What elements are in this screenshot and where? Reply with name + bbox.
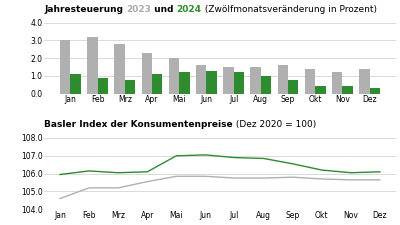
Text: 2024: 2024	[177, 4, 202, 13]
Bar	[223, 67, 234, 94]
Text: Jahresteuerung: Jahresteuerung	[44, 4, 126, 13]
Bar	[315, 86, 326, 94]
Bar	[370, 88, 380, 94]
Bar	[250, 67, 261, 94]
Bar	[87, 37, 98, 94]
Bar	[359, 69, 370, 94]
Bar	[234, 72, 244, 94]
Bar	[305, 69, 315, 94]
Text: (Zwölfmonatsveränderung in Prozent): (Zwölfmonatsveränderung in Prozent)	[202, 4, 377, 13]
Bar	[125, 80, 135, 94]
Text: und: und	[151, 4, 177, 13]
Bar	[206, 71, 217, 94]
Text: (Dez 2020 = 100): (Dez 2020 = 100)	[233, 120, 316, 129]
Bar	[288, 79, 298, 94]
Bar	[332, 72, 342, 94]
Bar	[179, 72, 190, 94]
Bar	[169, 58, 179, 94]
Text: 2023: 2023	[126, 4, 151, 13]
Bar	[278, 65, 288, 94]
Bar	[196, 65, 206, 94]
Bar	[152, 74, 162, 94]
Bar	[60, 40, 70, 94]
Text: Basler Index der Konsumentenpreise: Basler Index der Konsumentenpreise	[44, 120, 233, 129]
Bar	[114, 44, 125, 94]
Text: Jahresteuerung: Jahresteuerung	[0, 224, 1, 225]
Bar	[342, 86, 353, 94]
Bar	[142, 53, 152, 94]
Bar	[70, 74, 81, 94]
Bar	[261, 76, 271, 94]
Bar	[98, 78, 108, 94]
